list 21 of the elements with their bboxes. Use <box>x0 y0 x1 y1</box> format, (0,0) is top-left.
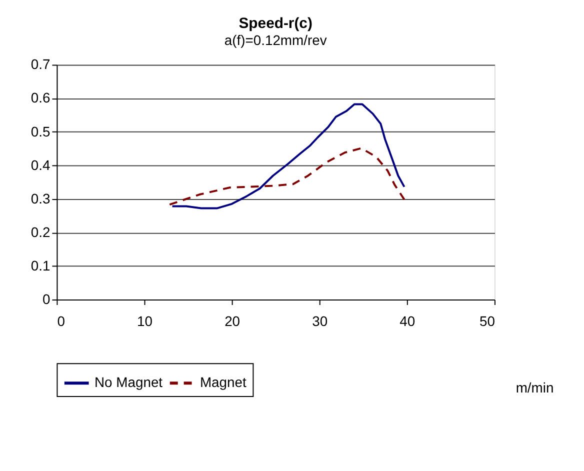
x-tick-label: 0 <box>57 312 66 329</box>
x-tick-label: 30 <box>312 312 328 329</box>
chart-subtitle: a(f)=0.12mm/rev <box>224 32 327 48</box>
y-tick-label: 0.1 <box>30 257 50 274</box>
y-tick-label: 0 <box>42 290 51 307</box>
line-series <box>171 103 406 210</box>
x-axis-title: m/min <box>516 380 554 396</box>
chart-title: Speed-r(c) <box>238 14 312 32</box>
y-tick-label: 0.7 <box>30 56 50 72</box>
x-tick-label: 40 <box>400 312 416 329</box>
y-tick-label: 0.3 <box>30 190 50 206</box>
legend-label: No Magnet <box>94 374 163 390</box>
legend-label: Magnet <box>200 374 246 390</box>
y-tick-label: 0.4 <box>30 156 50 173</box>
line-series <box>168 147 406 206</box>
y-tick-label: 0.5 <box>30 123 50 140</box>
y-tick-label: 0.6 <box>30 90 50 106</box>
x-tick-label: 10 <box>137 312 153 329</box>
x-tick-label: 50 <box>479 312 496 329</box>
y-tick-label: 0.2 <box>30 224 50 240</box>
x-tick-label: 20 <box>224 312 240 329</box>
